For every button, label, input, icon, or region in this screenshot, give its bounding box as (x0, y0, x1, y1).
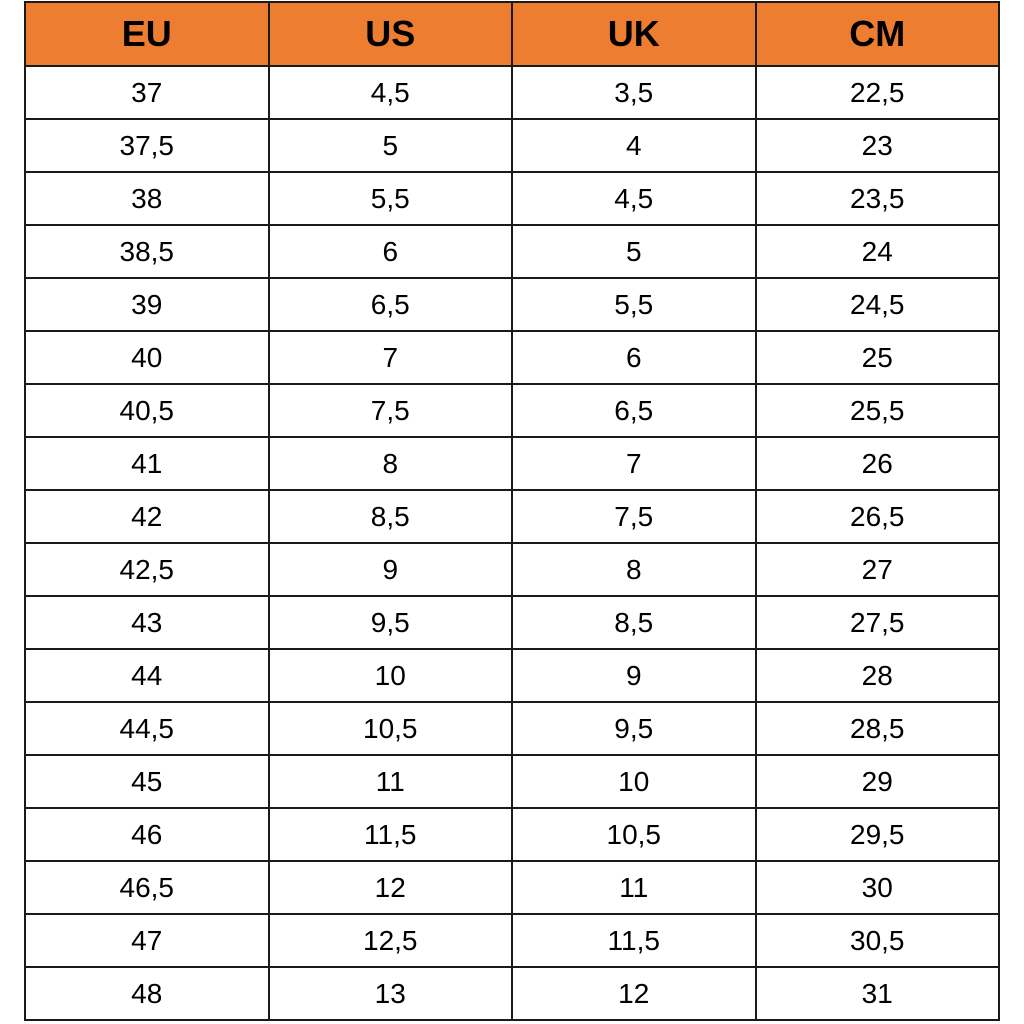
size-chart-table: EU US UK CM 37 4,5 3,5 22,5 37,5 5 4 23 38 5,5 4,5… (24, 1, 1000, 1021)
cell-cm: 27,5 (754, 595, 1000, 650)
table-row: 41 8 7 26 (24, 436, 1000, 491)
cell-cm: 24,5 (754, 277, 1000, 332)
table-row: 48 13 12 31 (24, 966, 1000, 1021)
cell-eu: 46 (24, 807, 270, 862)
cell-cm: 29 (754, 754, 1000, 809)
cell-eu: 44 (24, 648, 270, 703)
table-row: 46,5 12 11 30 (24, 860, 1000, 915)
cell-us: 6 (267, 224, 513, 279)
column-header-cm: CM (754, 1, 1000, 67)
cell-uk: 3,5 (511, 65, 757, 120)
cell-us: 10,5 (267, 701, 513, 756)
cell-us: 11 (267, 754, 513, 809)
cell-cm: 23 (754, 118, 1000, 173)
cell-cm: 24 (754, 224, 1000, 279)
cell-us: 10 (267, 648, 513, 703)
cell-us: 5,5 (267, 171, 513, 226)
cell-uk: 6 (511, 330, 757, 385)
cell-eu: 38 (24, 171, 270, 226)
cell-us: 6,5 (267, 277, 513, 332)
cell-eu: 37 (24, 65, 270, 120)
cell-cm: 27 (754, 542, 1000, 597)
cell-eu: 43 (24, 595, 270, 650)
table-row: 38,5 6 5 24 (24, 224, 1000, 279)
cell-uk: 5,5 (511, 277, 757, 332)
table-row: 40 7 6 25 (24, 330, 1000, 385)
cell-us: 9,5 (267, 595, 513, 650)
cell-cm: 30,5 (754, 913, 1000, 968)
table-row: 44,5 10,5 9,5 28,5 (24, 701, 1000, 756)
cell-cm: 22,5 (754, 65, 1000, 120)
cell-us: 4,5 (267, 65, 513, 120)
cell-eu: 42,5 (24, 542, 270, 597)
cell-eu: 37,5 (24, 118, 270, 173)
table-row: 43 9,5 8,5 27,5 (24, 595, 1000, 650)
table-row: 46 11,5 10,5 29,5 (24, 807, 1000, 862)
cell-uk: 7 (511, 436, 757, 491)
column-header-eu: EU (24, 1, 270, 67)
cell-us: 8,5 (267, 489, 513, 544)
cell-eu: 41 (24, 436, 270, 491)
table-row: 38 5,5 4,5 23,5 (24, 171, 1000, 226)
table-row: 47 12,5 11,5 30,5 (24, 913, 1000, 968)
cell-cm: 26,5 (754, 489, 1000, 544)
cell-eu: 38,5 (24, 224, 270, 279)
cell-uk: 8,5 (511, 595, 757, 650)
cell-eu: 39 (24, 277, 270, 332)
cell-eu: 42 (24, 489, 270, 544)
cell-uk: 5 (511, 224, 757, 279)
cell-eu: 40,5 (24, 383, 270, 438)
table-row: 45 11 10 29 (24, 754, 1000, 809)
table-row: 40,5 7,5 6,5 25,5 (24, 383, 1000, 438)
cell-us: 11,5 (267, 807, 513, 862)
cell-uk: 11,5 (511, 913, 757, 968)
table-row: 39 6,5 5,5 24,5 (24, 277, 1000, 332)
cell-eu: 48 (24, 966, 270, 1021)
cell-eu: 40 (24, 330, 270, 385)
cell-uk: 10 (511, 754, 757, 809)
cell-uk: 6,5 (511, 383, 757, 438)
cell-uk: 10,5 (511, 807, 757, 862)
cell-cm: 25,5 (754, 383, 1000, 438)
cell-eu: 44,5 (24, 701, 270, 756)
table-row: 42,5 9 8 27 (24, 542, 1000, 597)
cell-uk: 7,5 (511, 489, 757, 544)
cell-eu: 47 (24, 913, 270, 968)
cell-cm: 31 (754, 966, 1000, 1021)
cell-eu: 46,5 (24, 860, 270, 915)
cell-cm: 25 (754, 330, 1000, 385)
cell-us: 5 (267, 118, 513, 173)
header-row: EU US UK CM (24, 1, 1000, 67)
cell-us: 12 (267, 860, 513, 915)
cell-uk: 12 (511, 966, 757, 1021)
column-header-uk: UK (511, 1, 757, 67)
cell-uk: 8 (511, 542, 757, 597)
cell-cm: 28 (754, 648, 1000, 703)
cell-us: 7 (267, 330, 513, 385)
cell-uk: 11 (511, 860, 757, 915)
table-body: 37 4,5 3,5 22,5 37,5 5 4 23 38 5,5 4,5 23,5 38,5 6 5 24… (24, 65, 1000, 1021)
cell-uk: 4,5 (511, 171, 757, 226)
cell-us: 13 (267, 966, 513, 1021)
cell-uk: 9 (511, 648, 757, 703)
cell-cm: 30 (754, 860, 1000, 915)
cell-uk: 9,5 (511, 701, 757, 756)
table-row: 42 8,5 7,5 26,5 (24, 489, 1000, 544)
cell-cm: 26 (754, 436, 1000, 491)
cell-us: 9 (267, 542, 513, 597)
cell-eu: 45 (24, 754, 270, 809)
cell-cm: 28,5 (754, 701, 1000, 756)
cell-us: 12,5 (267, 913, 513, 968)
table-row: 37,5 5 4 23 (24, 118, 1000, 173)
table-row: 37 4,5 3,5 22,5 (24, 65, 1000, 120)
cell-cm: 29,5 (754, 807, 1000, 862)
cell-uk: 4 (511, 118, 757, 173)
cell-us: 7,5 (267, 383, 513, 438)
cell-cm: 23,5 (754, 171, 1000, 226)
table-row: 44 10 9 28 (24, 648, 1000, 703)
cell-us: 8 (267, 436, 513, 491)
column-header-us: US (267, 1, 513, 67)
